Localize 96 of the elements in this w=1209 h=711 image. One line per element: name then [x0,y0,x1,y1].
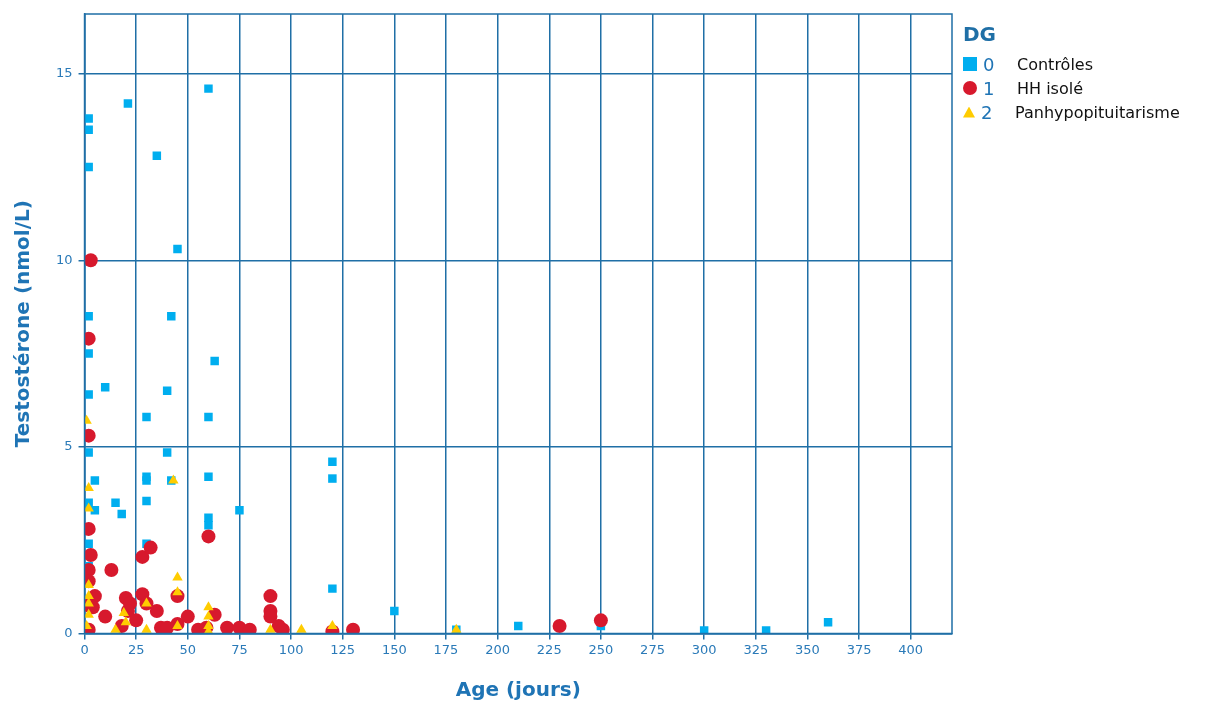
point [172,586,183,596]
x-tick-label: 350 [795,641,820,657]
point [699,626,709,634]
point [204,520,213,530]
x-tick-label: 175 [433,641,459,657]
y-tick-label: 15 [56,65,73,81]
x-tick-label: 150 [381,641,407,657]
point [204,412,213,422]
point [328,584,337,593]
point [90,476,100,485]
point [110,623,121,633]
point [111,498,120,508]
point [123,99,133,108]
x-tick-label: 75 [231,641,248,657]
x-axis-title: Age (jours) [455,677,581,702]
legend-label: 2 [980,101,994,123]
legend-label: 1 [982,77,996,99]
point [84,481,94,491]
point [117,509,126,519]
x-tick-label: 400 [898,641,924,657]
point [142,496,151,506]
point [390,606,399,616]
point [129,613,144,628]
point [84,448,93,457]
point [84,312,93,321]
point [761,626,771,634]
x-tick-label: 275 [640,641,665,657]
point [104,562,119,577]
point [149,604,164,619]
point [201,529,216,544]
point [263,589,278,604]
x-tick-label: 0 [80,641,89,657]
point [346,622,361,634]
point [265,623,276,633]
x-tick-label: 200 [485,641,511,657]
point [142,412,151,422]
text: HH isolé [1017,78,1084,98]
legend-title: DG [963,22,998,46]
point [203,601,214,611]
point [84,349,93,358]
point [173,244,182,254]
point [84,114,93,123]
point [242,622,257,634]
x-tick-label: 300 [691,641,717,657]
point [514,621,523,631]
point [141,597,152,607]
y-axis-title: Testostérone (nmol/L) [10,200,35,448]
point [84,608,94,618]
point [84,590,94,600]
point [167,312,176,321]
point [204,472,213,481]
point [552,618,567,633]
point [593,613,608,628]
point [84,502,94,512]
point [84,125,93,134]
point [235,506,244,515]
x-tick-label: 225 [536,641,562,657]
point [210,356,219,366]
point [172,571,183,581]
point [84,578,94,588]
point [204,84,213,93]
point [90,506,100,515]
point [84,539,93,549]
point [118,606,129,616]
point [142,476,151,485]
x-tick-label: 375 [846,641,872,657]
point [203,610,214,620]
text: Panhypopituitarisme [1015,102,1180,122]
point [98,609,113,624]
x-tick-label: 250 [588,641,614,657]
point [162,448,172,457]
point [275,622,290,634]
point [84,548,98,563]
point [220,620,235,634]
point [84,162,93,172]
text: Contrôles [1017,54,1094,74]
y-tick-label: 10 [56,251,73,267]
legend-label: 0 [982,53,996,75]
point [120,616,132,626]
y-tick-label: 0 [64,624,73,640]
point [327,619,338,629]
x-tick-label: 25 [127,641,145,657]
point [141,623,152,633]
x-tick-label: 100 [278,641,304,657]
point [135,549,150,564]
point [143,540,158,555]
y-tick-label: 5 [64,438,73,454]
point [328,474,337,483]
point [84,253,98,268]
point [84,390,93,399]
x-tick-label: 325 [743,641,769,657]
x-tick-label: 50 [179,641,197,657]
x-tick-label: 125 [330,641,356,657]
point [328,457,337,466]
point [296,623,307,633]
point [180,609,195,624]
